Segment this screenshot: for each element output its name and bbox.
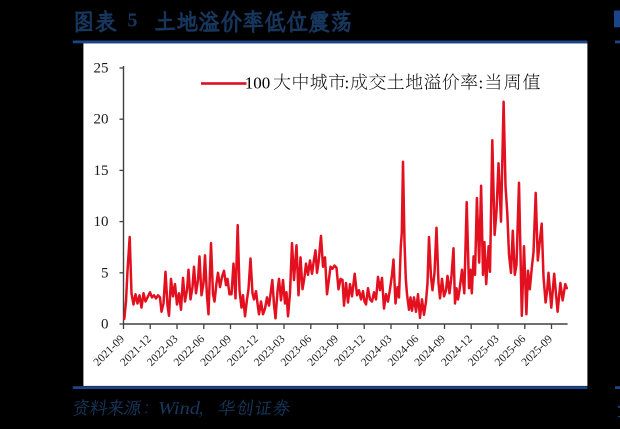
svg-text:5: 5 <box>128 9 138 31</box>
svg-text:15: 15 <box>94 163 109 179</box>
svg-text:10: 10 <box>94 214 109 230</box>
svg-text:5: 5 <box>101 265 109 281</box>
svg-text::: : <box>345 74 350 93</box>
svg-text:20: 20 <box>94 112 109 128</box>
svg-text:100: 100 <box>245 74 270 93</box>
svg-text:0: 0 <box>101 317 109 333</box>
svg-text:25: 25 <box>94 61 109 77</box>
svg-text:Wind: Wind <box>158 398 200 418</box>
svg-text::: : <box>479 74 484 93</box>
